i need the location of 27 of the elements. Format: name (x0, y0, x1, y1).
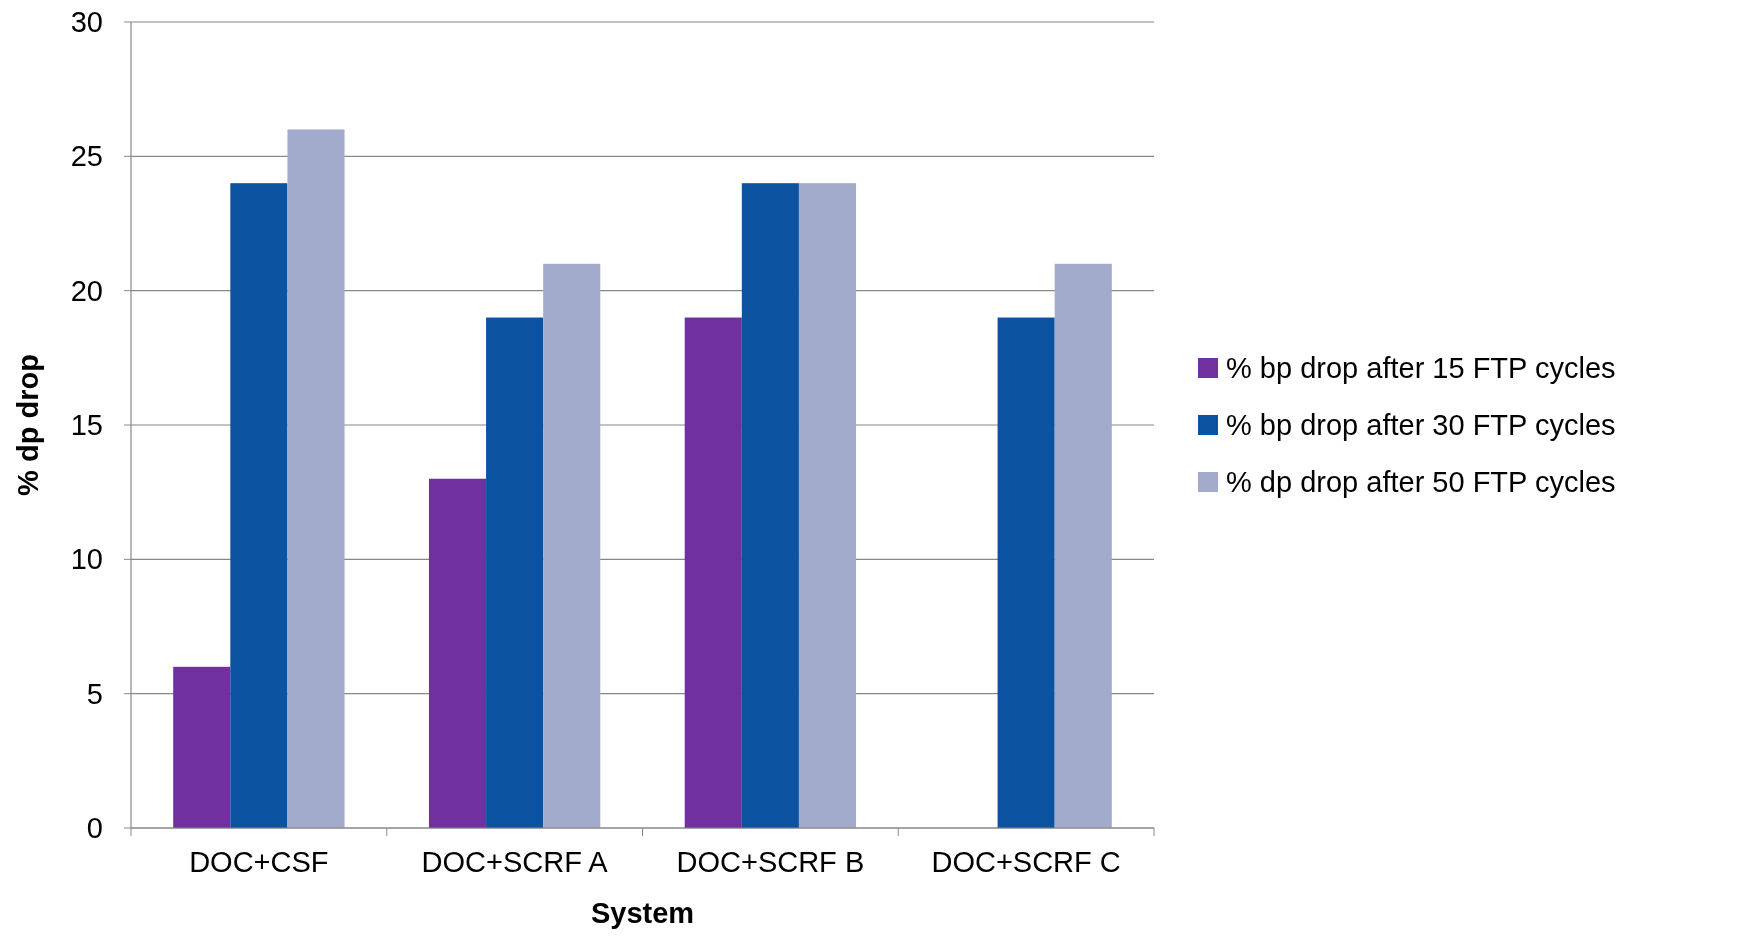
bar (287, 129, 345, 828)
bar (486, 317, 544, 828)
bar (230, 183, 288, 828)
bar (543, 263, 601, 828)
x-tick-label: DOC+SCRF C (931, 846, 1121, 878)
bar (741, 183, 799, 828)
bar (173, 666, 231, 828)
legend-label: % bp drop after 15 FTP cycles (1226, 352, 1616, 384)
x-tick-label: DOC+SCRF B (676, 846, 865, 878)
y-tick-label: 5 (86, 677, 103, 710)
legend-label: % dp drop after 50 FTP cycles (1226, 466, 1616, 498)
bar (997, 317, 1055, 828)
bar (684, 317, 742, 828)
legend-label: % bp drop after 30 FTP cycles (1226, 409, 1616, 441)
x-tick-label: DOC+CSF (189, 846, 329, 878)
y-tick-label: 30 (70, 6, 103, 38)
bar (428, 478, 487, 828)
x-axis-title: System (590, 897, 695, 929)
y-tick-label: 25 (70, 140, 103, 173)
y-axis-title: % dp drop (12, 354, 44, 496)
bar (1054, 263, 1112, 828)
bar (798, 183, 857, 828)
y-tick-label: 15 (70, 409, 103, 441)
y-tick-label: 20 (70, 274, 103, 307)
y-tick-label: 10 (70, 543, 103, 576)
y-tick-label: 0 (86, 812, 103, 844)
x-tick-label: DOC+SCRF A (421, 846, 609, 878)
